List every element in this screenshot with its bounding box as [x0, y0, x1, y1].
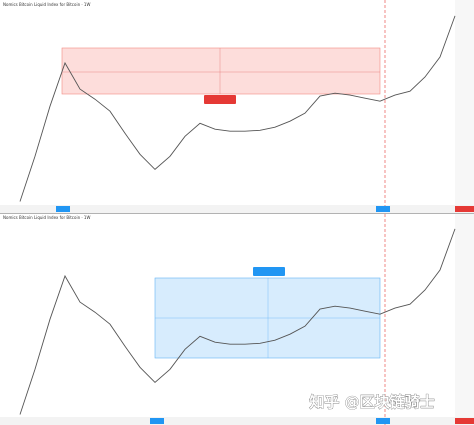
- price-axis: [455, 0, 474, 212]
- range-tag: [204, 95, 236, 104]
- range-box: [61, 47, 381, 95]
- time-tag: [455, 418, 474, 424]
- watermark: 知乎 @区块链骑士: [309, 393, 434, 411]
- panel: [0, 214, 474, 425]
- time-tag: [376, 418, 390, 424]
- panel: [0, 0, 474, 212]
- time-axis: [0, 205, 474, 213]
- time-tag: [455, 206, 474, 212]
- time-axis: [0, 417, 474, 425]
- time-tag: [150, 418, 164, 424]
- price-line: [19, 15, 456, 202]
- time-tag: [56, 206, 70, 212]
- time-tag: [376, 206, 390, 212]
- chart-title: Nomics Bitcoin Liquid Index for Bitcoin …: [3, 2, 90, 7]
- range-tag: [253, 267, 285, 276]
- price-line: [19, 228, 456, 415]
- price-axis: [455, 214, 474, 425]
- chart-title: Nomics Bitcoin Liquid Index for Bitcoin …: [3, 215, 90, 220]
